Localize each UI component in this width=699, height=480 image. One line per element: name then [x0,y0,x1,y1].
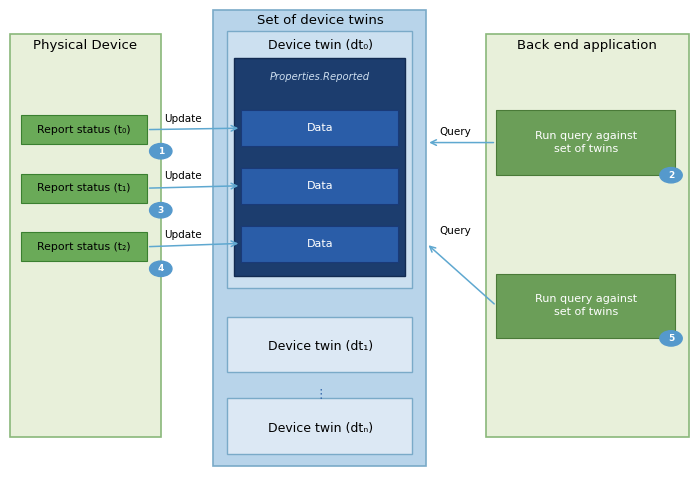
Text: 2: 2 [668,171,674,180]
Text: Data: Data [307,181,333,191]
FancyBboxPatch shape [241,110,398,146]
FancyBboxPatch shape [213,10,426,466]
FancyBboxPatch shape [241,226,398,262]
Text: 3: 3 [158,206,164,215]
FancyBboxPatch shape [486,34,689,437]
Text: Set of device twins: Set of device twins [257,13,384,27]
Text: Update: Update [164,114,202,124]
Circle shape [660,168,682,183]
Circle shape [150,203,172,218]
Circle shape [660,331,682,346]
Text: Report status (t₁): Report status (t₁) [37,183,131,193]
Circle shape [150,144,172,159]
FancyBboxPatch shape [234,58,405,276]
Text: Device twin (dtₙ): Device twin (dtₙ) [268,421,373,435]
Text: Report status (t₀): Report status (t₀) [37,125,131,134]
Circle shape [150,261,172,276]
FancyBboxPatch shape [21,174,147,203]
Text: Data: Data [307,123,333,133]
Text: Query: Query [440,127,472,137]
Text: 5: 5 [668,334,674,343]
FancyBboxPatch shape [496,274,675,338]
FancyBboxPatch shape [227,398,412,454]
FancyBboxPatch shape [21,115,147,144]
Text: Run query against
set of twins: Run query against set of twins [535,131,637,154]
Text: Update: Update [164,171,202,181]
Text: Update: Update [164,230,202,240]
FancyBboxPatch shape [10,34,161,437]
FancyBboxPatch shape [227,317,412,372]
FancyBboxPatch shape [496,110,675,175]
Text: Device twin (dt₀): Device twin (dt₀) [268,38,373,52]
Text: Run query against
set of twins: Run query against set of twins [535,294,637,317]
Text: 1: 1 [158,147,164,156]
Text: Back end application: Back end application [517,39,657,52]
Text: Query: Query [440,226,472,236]
Text: Properties.Reported: Properties.Reported [270,72,370,82]
FancyBboxPatch shape [241,168,398,204]
FancyBboxPatch shape [21,232,147,261]
Text: ⋮: ⋮ [314,388,326,401]
FancyBboxPatch shape [227,31,412,288]
Text: 4: 4 [157,264,164,273]
Text: Data: Data [307,239,333,249]
Text: Report status (t₂): Report status (t₂) [37,242,131,252]
Text: Physical Device: Physical Device [34,39,137,52]
Text: Device twin (dt₁): Device twin (dt₁) [268,340,373,353]
